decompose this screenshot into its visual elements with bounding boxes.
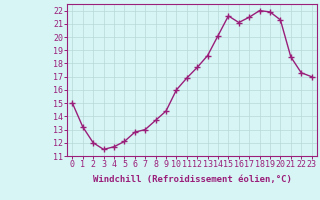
X-axis label: Windchill (Refroidissement éolien,°C): Windchill (Refroidissement éolien,°C) xyxy=(92,175,292,184)
